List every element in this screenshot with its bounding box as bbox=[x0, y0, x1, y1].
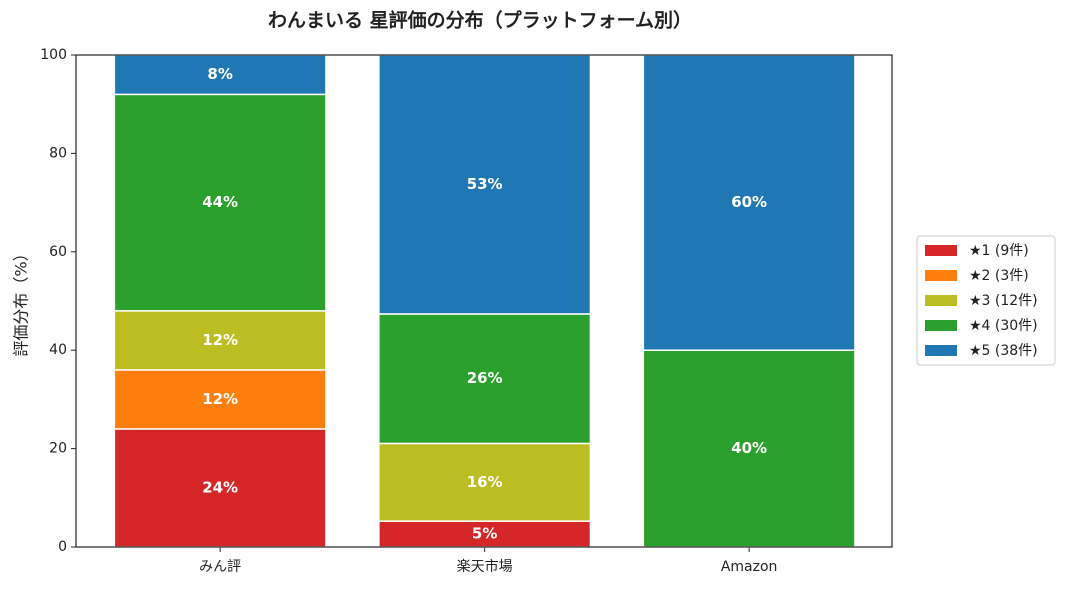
bar-segment bbox=[642, 349, 856, 548]
legend-swatch bbox=[925, 295, 957, 306]
value-label: 8% bbox=[207, 65, 232, 83]
value-label: 5% bbox=[472, 525, 497, 543]
x-tick-label: みん評 bbox=[199, 559, 241, 575]
legend-label: ★3 (12件) bbox=[969, 293, 1038, 309]
legend-swatch bbox=[925, 245, 957, 256]
legend-swatch bbox=[925, 320, 957, 331]
y-tick-label: 100 bbox=[40, 47, 67, 63]
y-tick-label: 80 bbox=[49, 145, 67, 161]
y-axis-label: 評価分布（%） bbox=[12, 245, 31, 356]
bar-segment bbox=[642, 54, 856, 351]
value-label: 12% bbox=[202, 331, 238, 349]
y-tick-label: 20 bbox=[49, 441, 67, 457]
legend-label: ★4 (30件) bbox=[969, 318, 1038, 334]
legend-label: ★5 (38件) bbox=[969, 343, 1038, 359]
bar-segment bbox=[113, 54, 327, 96]
value-label: 12% bbox=[202, 390, 238, 408]
bar-segment bbox=[378, 313, 592, 445]
value-label: 53% bbox=[467, 175, 503, 193]
bar-segment bbox=[113, 369, 327, 430]
value-label: 16% bbox=[467, 473, 503, 491]
plot-frame bbox=[75, 54, 893, 548]
legend-swatch bbox=[925, 270, 957, 281]
bar-segment bbox=[113, 93, 327, 312]
bar-segment bbox=[113, 310, 327, 371]
legend-swatch bbox=[925, 345, 957, 356]
value-label: 40% bbox=[731, 439, 767, 457]
x-tick-label: 楽天市場 bbox=[457, 558, 513, 575]
legend-box bbox=[916, 235, 1056, 366]
legend-label: ★1 (9件) bbox=[969, 243, 1029, 259]
legend-label: ★2 (3件) bbox=[969, 268, 1029, 284]
value-label: 26% bbox=[467, 369, 503, 387]
y-tick-label: 0 bbox=[58, 539, 67, 555]
y-tick-label: 40 bbox=[49, 342, 67, 358]
chart-title: わんまいる 星評価の分布（プラットフォーム別） bbox=[268, 9, 692, 32]
y-tick-label: 60 bbox=[49, 244, 67, 260]
value-label: 24% bbox=[202, 478, 238, 496]
bar-segment bbox=[378, 54, 592, 315]
value-label: 44% bbox=[202, 193, 238, 211]
value-label: 60% bbox=[731, 193, 767, 211]
x-tick-label: Amazon bbox=[721, 559, 778, 575]
